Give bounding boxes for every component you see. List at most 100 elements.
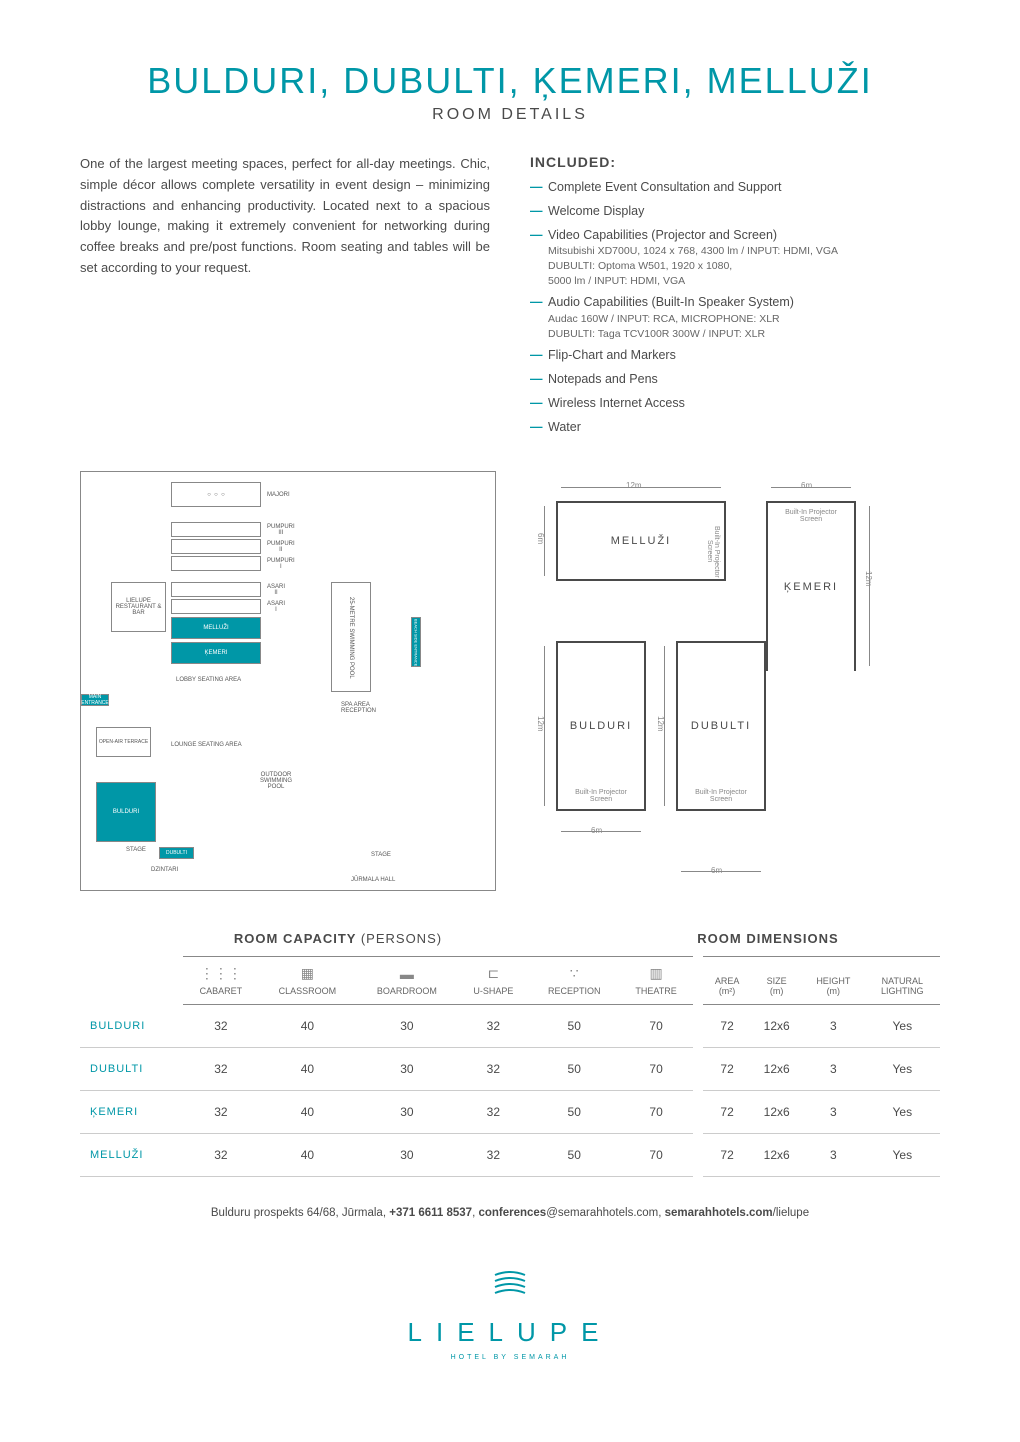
fp-lounge: LOUNGE SEATING AREA	[171, 742, 242, 748]
cap-cell: 70	[619, 1048, 693, 1091]
cap-cell: 50	[529, 1005, 619, 1048]
dim-cell: 3	[802, 1091, 865, 1134]
floorplan-diagram: MAJORI○ ○ ○ PUMPURI III PUMPURI II PUMPU…	[80, 471, 496, 891]
dim-cell: 3	[802, 1048, 865, 1091]
room-name-cell: BULDURI	[80, 1005, 183, 1048]
dim-cell: 72	[703, 1134, 751, 1177]
cap-cell: 32	[183, 1005, 258, 1048]
layout-icon: ▬	[360, 966, 453, 982]
cap-cell: 32	[183, 1134, 258, 1177]
table-row: BULDURI3240303250707212x63Yes	[80, 1005, 940, 1048]
rd-screen-1: Built-In Projector Screen	[706, 523, 720, 579]
cap-cell: 70	[619, 1005, 693, 1048]
included-heading: INCLUDED:	[530, 154, 940, 170]
cap-cell: 30	[356, 1005, 457, 1048]
rd-dubulti: DUBULTI Built-In Projector Screen	[676, 641, 766, 811]
diagram-row: MAJORI○ ○ ○ PUMPURI III PUMPURI II PUMPU…	[80, 471, 940, 891]
fp-p2: PUMPURI II	[267, 541, 295, 553]
dim-col-header: AREA(m²)	[703, 957, 751, 1005]
rd-screen-2: Built-In Projector Screen	[778, 509, 844, 523]
rd-dim-kw: 6m	[801, 481, 812, 490]
dim-cell: Yes	[865, 1134, 940, 1177]
fp-majori: MAJORI	[267, 492, 290, 498]
rd-screen-4: Built-In Projector Screen	[688, 789, 754, 803]
footer-contact: Bulduru prospekts 64/68, Jūrmala, +371 6…	[80, 1207, 940, 1219]
fp-dubulti: DUBULTI	[159, 847, 194, 859]
included-item: Water	[530, 418, 940, 437]
layout-icon: ▥	[623, 965, 689, 982]
dim-cell: 12x6	[751, 1091, 802, 1134]
fp-terrace: OPEN-AIR TERRACE	[96, 727, 151, 757]
rd-bulduri: BULDURI Built-In Projector Screen	[556, 641, 646, 811]
cap-cell: 32	[458, 1005, 530, 1048]
included-subtext: Audac 160W / INPUT: RCA, MICROPHONE: XLR	[548, 312, 940, 327]
footer-site-b: /lielupe	[773, 1207, 809, 1219]
room-name-cell: ĶEMERI	[80, 1091, 183, 1134]
layout-icon: ∵	[533, 965, 615, 982]
description: One of the largest meeting spaces, perfe…	[80, 154, 490, 279]
dim-col-header: HEIGHT(m)	[802, 957, 865, 1005]
fp-a2: ASARI II	[267, 584, 285, 596]
dim-cell: 72	[703, 1048, 751, 1091]
cap-cell: 32	[458, 1134, 530, 1177]
footer-site-a: semarahhotels.com	[665, 1207, 773, 1219]
logo-subtext: HOTEL BY SEMARAH	[80, 1354, 940, 1361]
dim-cell: 72	[703, 1091, 751, 1134]
footer-email-a: conferences	[478, 1207, 546, 1219]
fp-stage2: STAGE	[371, 852, 391, 858]
fp-jurmala: JŪRMALA HALL	[351, 877, 395, 883]
included-subtext: 5000 lm / INPUT: HDMI, VGA	[548, 274, 940, 289]
dim-title: ROOM DIMENSIONS	[596, 931, 940, 946]
fp-stage1: STAGE	[126, 847, 146, 853]
logo-text: LIELUPE	[80, 1317, 940, 1348]
cap-cell: 40	[259, 1005, 357, 1048]
included-subtext: Mitsubishi XD700U, 1024 x 768, 4300 lm /…	[548, 244, 940, 259]
fp-spa: SPA AREA RECEPTION	[341, 702, 401, 714]
included-item: Audio Capabilities (Built-In Speaker Sys…	[530, 293, 940, 341]
rd-kemeri: ĶEMERI Built-In Projector Screen	[766, 501, 856, 671]
fp-swimming: 25-METRE SWIMMING POOL	[331, 582, 371, 692]
included-item: Welcome Display	[530, 202, 940, 221]
included-subtext: DUBULTI: Taga TCV100R 300W / INPUT: XLR	[548, 327, 940, 342]
cap-title-a: ROOM CAPACITY	[234, 931, 361, 946]
cap-col-header: ⊏U-SHAPE	[458, 957, 530, 1005]
included-item: Video Capabilities (Projector and Screen…	[530, 226, 940, 289]
rd-melluzi: MELLUŽI Built-In Projector Screen	[556, 501, 726, 581]
dim-col-header: SIZE(m)	[751, 957, 802, 1005]
fp-bulduri: BULDURI	[96, 782, 156, 842]
footer-addr: Bulduru prospekts 64/68, Jūrmala,	[211, 1207, 389, 1219]
cap-cell: 50	[529, 1134, 619, 1177]
footer-phone: +371 6611 8537	[389, 1207, 472, 1219]
intro-row: One of the largest meeting spaces, perfe…	[80, 154, 940, 441]
cap-cell: 40	[259, 1048, 357, 1091]
dim-cell: 12x6	[751, 1134, 802, 1177]
cap-cell: 70	[619, 1091, 693, 1134]
cap-col-header: ▬BOARDROOM	[356, 957, 457, 1005]
page-title: BULDURI, DUBULTI, ĶEMERI, MELLUŽI	[80, 60, 940, 102]
cap-cell: 32	[183, 1091, 258, 1134]
cap-cell: 40	[259, 1091, 357, 1134]
dim-cell: 72	[703, 1005, 751, 1048]
included-subtext: DUBULTI: Optoma W501, 1920 x 1080,	[548, 259, 940, 274]
rd-dim-mw: 12m	[626, 481, 642, 490]
cap-col-header: ▦CLASSROOM	[259, 957, 357, 1005]
cap-col-header: ▥THEATRE	[619, 957, 693, 1005]
fp-a1: ASARI I	[267, 601, 285, 613]
cap-cell: 30	[356, 1134, 457, 1177]
dim-cell: 3	[802, 1005, 865, 1048]
included-item: Notepads and Pens	[530, 370, 940, 389]
fp-pool: OUTDOOR SWIMMING POOL	[256, 772, 296, 790]
dim-col-header: NATURALLIGHTING	[865, 957, 940, 1005]
dim-cell: Yes	[865, 1091, 940, 1134]
fp-kemeri: ĶEMERI	[171, 642, 261, 664]
layout-icon: ⋮⋮⋮	[187, 965, 254, 982]
table-row: ĶEMERI3240303250707212x63Yes	[80, 1091, 940, 1134]
dim-cell: 12x6	[751, 1048, 802, 1091]
cap-title-b: (PERSONS)	[361, 931, 442, 946]
cap-cell: 32	[458, 1091, 530, 1134]
page-subtitle: ROOM DETAILS	[80, 106, 940, 124]
cap-cell: 40	[259, 1134, 357, 1177]
room-dimensions-diagram: MELLUŽI Built-In Projector Screen 12m 6m…	[526, 471, 940, 891]
fp-dzintari: DZINTARI	[151, 867, 178, 873]
table-section-titles: ROOM CAPACITY (PERSONS) ROOM DIMENSIONS	[80, 931, 940, 946]
